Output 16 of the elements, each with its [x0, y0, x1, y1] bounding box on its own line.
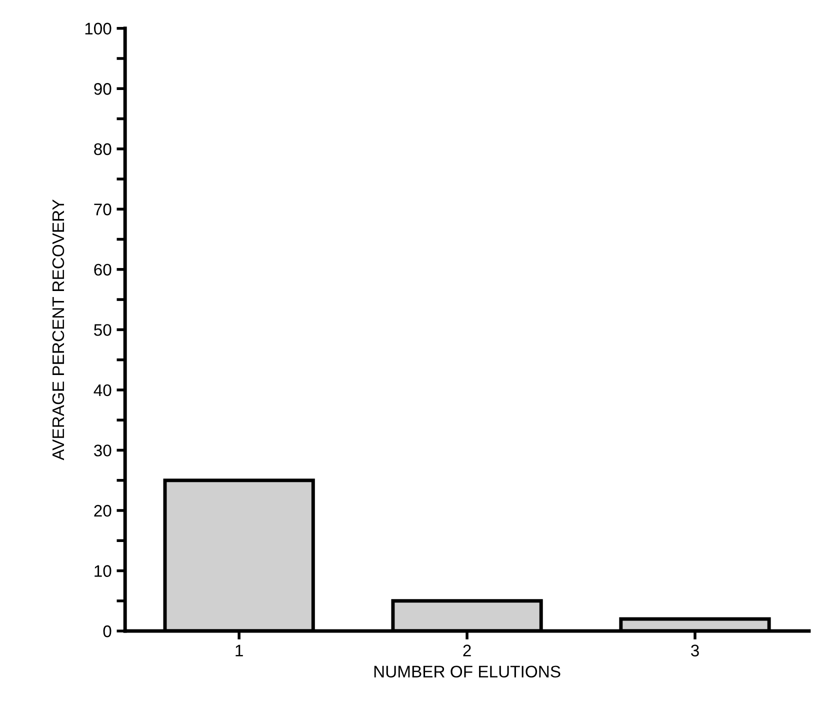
x-tick-label: 3	[691, 644, 699, 656]
y-axis-title: AVERAGE PERCENT RECOVERY	[52, 199, 64, 460]
y-tick-label: 60	[94, 264, 112, 276]
y-tick-label: 80	[94, 143, 112, 156]
y-tick-label: 100	[85, 22, 112, 35]
y-tick-label: 40	[94, 384, 112, 396]
y-tick-label: 0	[103, 625, 112, 638]
x-tick-label: 1	[236, 644, 243, 656]
y-tick-label: 70	[94, 204, 112, 216]
x-axis-title: NUMBER OF ELUTIONS	[374, 666, 560, 678]
y-tick-label: 10	[94, 565, 112, 577]
y-tick-label: 90	[94, 83, 112, 95]
y-tick-label: 30	[94, 444, 112, 456]
y-tick-label: 50	[94, 324, 112, 336]
x-tick-label: 2	[463, 644, 471, 656]
y-tick-label: 20	[94, 504, 112, 517]
